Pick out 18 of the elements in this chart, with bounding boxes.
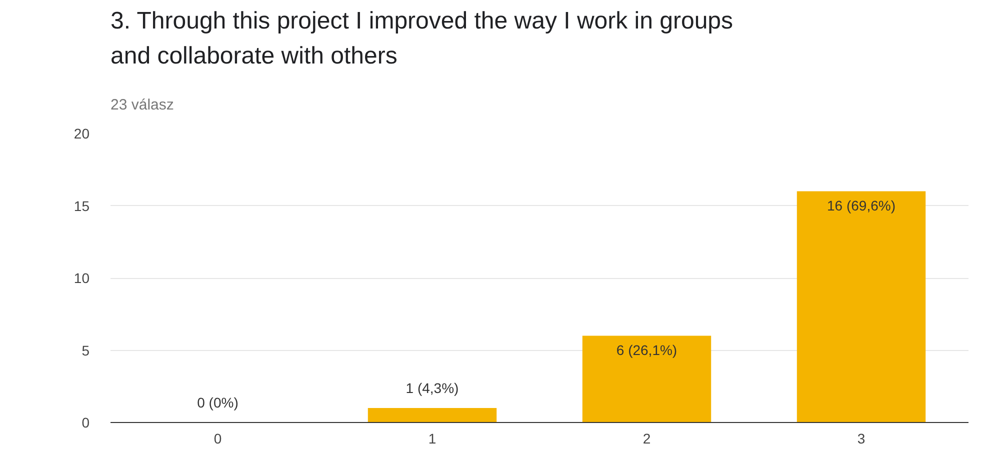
x-tick-label: 2 bbox=[642, 430, 651, 446]
y-tick-label: 20 bbox=[74, 126, 90, 142]
data-label: 0 (0%) bbox=[197, 394, 238, 410]
bar bbox=[796, 191, 926, 422]
y-tick-label: 15 bbox=[74, 198, 90, 214]
bar bbox=[368, 408, 497, 422]
bar bbox=[582, 336, 712, 422]
x-tick-label: 1 bbox=[428, 430, 436, 446]
y-tick-label: 0 bbox=[82, 414, 90, 430]
y-tick-label: 10 bbox=[74, 270, 90, 286]
chart-subtitle: 23 válasz bbox=[110, 96, 174, 114]
data-label: 1 (4,3%) bbox=[406, 380, 459, 396]
x-tick-label: 3 bbox=[857, 430, 866, 446]
y-tick-label: 5 bbox=[82, 342, 90, 358]
chart-title: 3. Through this project I improved the way I work in groups and collaborate with others bbox=[110, 7, 734, 70]
data-label: 16 (69,6%) bbox=[827, 197, 896, 214]
data-label: 6 (26,1%) bbox=[616, 342, 678, 358]
x-tick-label: 0 bbox=[214, 430, 222, 446]
